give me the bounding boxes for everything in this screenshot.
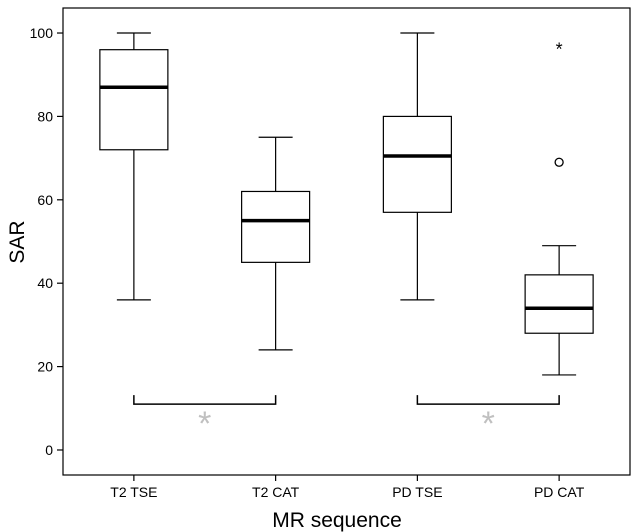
- y-axis-label: SAR: [6, 220, 29, 263]
- axis-ticks: 0 20 40 60 80 100 T2 TSE T2 CAT PD TSE PD CAT: [30, 25, 585, 500]
- bracket-line: [133, 395, 277, 405]
- x-tick-label: T2 TSE: [110, 484, 157, 500]
- y-tick-label: 40: [37, 275, 53, 291]
- y-tick-label: 80: [37, 108, 53, 124]
- bracket-line: [416, 395, 560, 405]
- iqr-box: [241, 190, 311, 263]
- plot-frame: [62, 7, 631, 476]
- x-axis-label: MR sequence: [272, 509, 402, 532]
- box-group: [99, 32, 169, 301]
- y-tick-label: 20: [37, 359, 53, 375]
- box-group: [382, 32, 452, 301]
- box-series: *: [99, 32, 594, 376]
- x-tick-label: PD CAT: [534, 484, 585, 500]
- x-tick-label: PD TSE: [392, 484, 442, 500]
- outlier-point: [554, 157, 564, 167]
- iqr-box: [382, 115, 452, 213]
- significance-marker: *: [198, 405, 211, 443]
- box-group: *: [524, 40, 594, 376]
- significance-bracket: *: [416, 395, 560, 443]
- y-tick-label: 0: [45, 442, 53, 458]
- significance-marker: *: [482, 405, 495, 443]
- extreme-point: *: [556, 40, 563, 60]
- iqr-box: [99, 49, 169, 151]
- y-tick-label: 100: [30, 25, 54, 41]
- iqr-box: [524, 274, 594, 334]
- x-tick-label: T2 CAT: [252, 484, 300, 500]
- significance-bracket: *: [133, 395, 277, 443]
- box-group: [241, 136, 311, 351]
- y-tick-label: 60: [37, 192, 53, 208]
- significance-brackets: * *: [133, 395, 560, 443]
